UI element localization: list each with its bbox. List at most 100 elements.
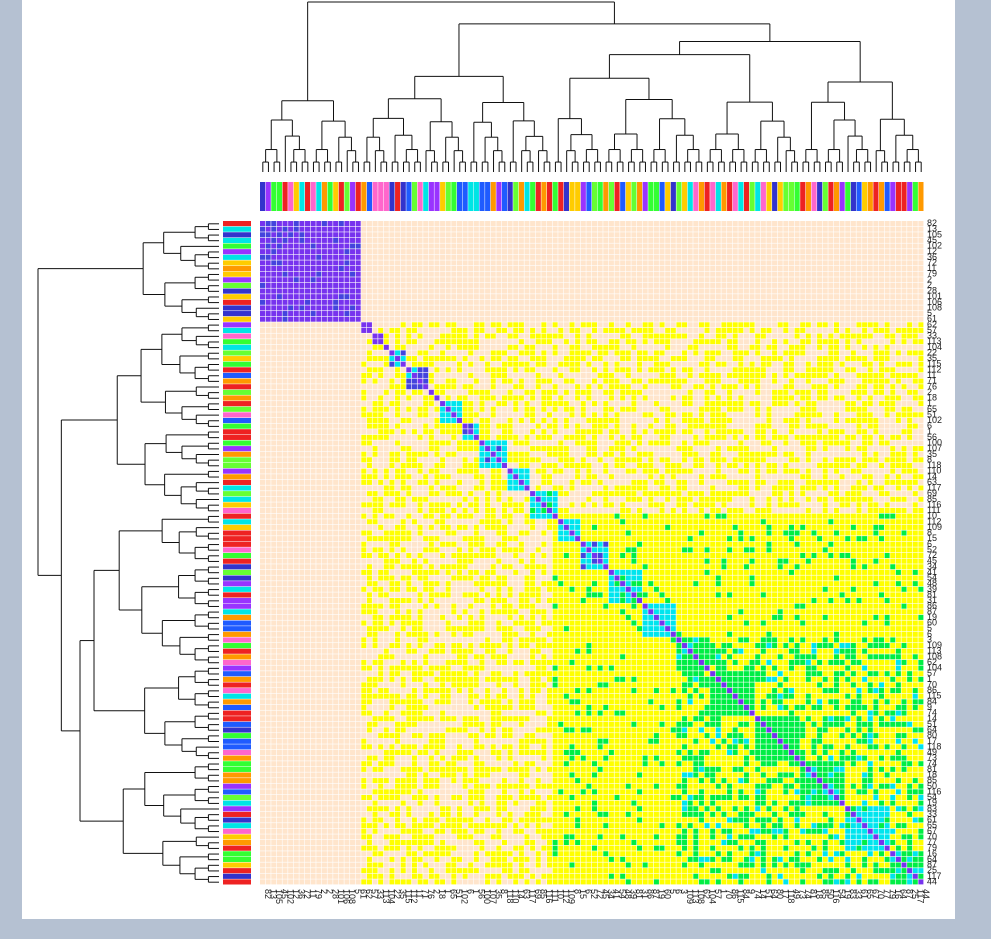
row-group-swatch bbox=[223, 806, 251, 811]
heatmap-cell bbox=[693, 328, 698, 333]
heatmap-cell bbox=[418, 305, 423, 310]
heatmap-cell bbox=[693, 249, 698, 254]
heatmap-cell bbox=[721, 238, 726, 243]
column-group-swatch bbox=[716, 182, 721, 211]
heatmap-cell bbox=[412, 277, 417, 282]
heatmap-cell bbox=[755, 373, 760, 378]
heatmap-cell bbox=[322, 339, 327, 344]
heatmap-cell bbox=[766, 232, 771, 237]
heatmap-cell bbox=[530, 384, 535, 389]
heatmap-cell bbox=[761, 345, 766, 350]
heatmap-cell bbox=[412, 311, 417, 316]
heatmap-cell bbox=[294, 277, 299, 282]
heatmap-cell bbox=[778, 311, 783, 316]
heatmap-cell bbox=[294, 373, 299, 378]
heatmap-cell bbox=[901, 362, 906, 367]
heatmap-cell bbox=[766, 249, 771, 254]
heatmap-cell bbox=[890, 294, 895, 299]
heatmap-cell bbox=[778, 328, 783, 333]
heatmap-cell bbox=[361, 221, 366, 226]
heatmap-cell bbox=[851, 294, 856, 299]
heatmap-cell bbox=[896, 317, 901, 322]
heatmap-cell bbox=[536, 289, 541, 294]
heatmap-cell bbox=[845, 311, 850, 316]
heatmap-cell bbox=[778, 345, 783, 350]
heatmap-cell bbox=[457, 255, 462, 260]
heatmap-cell bbox=[676, 384, 681, 389]
heatmap-cell bbox=[333, 272, 338, 277]
heatmap-cell bbox=[485, 362, 490, 367]
heatmap-cell bbox=[750, 244, 755, 249]
heatmap-cell bbox=[705, 356, 710, 361]
heatmap-cell bbox=[800, 244, 805, 249]
row-dendrogram bbox=[38, 224, 219, 882]
heatmap-cell bbox=[890, 362, 895, 367]
heatmap-cell bbox=[575, 379, 580, 384]
heatmap-cell bbox=[463, 260, 468, 265]
heatmap-cell bbox=[840, 232, 845, 237]
heatmap-cell bbox=[350, 345, 355, 350]
heatmap-cell bbox=[508, 283, 513, 288]
heatmap-cell bbox=[485, 249, 490, 254]
row-group-swatch bbox=[223, 829, 251, 834]
heatmap-cell bbox=[705, 294, 710, 299]
heatmap-cell bbox=[598, 356, 603, 361]
heatmap-cell bbox=[564, 300, 569, 305]
heatmap-cell bbox=[288, 328, 293, 333]
heatmap-cell bbox=[654, 339, 659, 344]
heatmap-cell bbox=[423, 334, 428, 339]
heatmap-cell bbox=[339, 283, 344, 288]
heatmap-cell bbox=[688, 322, 693, 327]
heatmap-cell bbox=[558, 350, 563, 355]
heatmap-cell bbox=[620, 221, 625, 226]
heatmap-cell bbox=[637, 272, 642, 277]
heatmap-cell bbox=[665, 260, 670, 265]
heatmap-cell bbox=[491, 379, 496, 384]
heatmap-cell bbox=[586, 255, 591, 260]
heatmap-cell bbox=[744, 227, 749, 232]
heatmap-cell bbox=[795, 244, 800, 249]
heatmap-cell bbox=[502, 339, 507, 344]
heatmap-cell bbox=[761, 362, 766, 367]
heatmap-cell bbox=[688, 289, 693, 294]
heatmap-cell bbox=[266, 339, 271, 344]
heatmap-cell bbox=[440, 283, 445, 288]
heatmap-cell bbox=[795, 339, 800, 344]
heatmap-cell bbox=[766, 356, 771, 361]
heatmap-cell bbox=[502, 289, 507, 294]
heatmap-cell bbox=[558, 367, 563, 372]
heatmap-cell bbox=[693, 227, 698, 232]
column-group-swatch bbox=[350, 182, 355, 211]
heatmap-cell bbox=[373, 356, 378, 361]
column-group-swatch bbox=[750, 182, 755, 211]
row-group-swatch bbox=[223, 469, 251, 474]
heatmap-cell bbox=[766, 244, 771, 249]
heatmap-cell bbox=[845, 289, 850, 294]
heatmap-cell bbox=[356, 373, 361, 378]
heatmap-cell bbox=[643, 356, 648, 361]
row-group-swatch bbox=[223, 435, 251, 440]
heatmap-cell bbox=[907, 328, 912, 333]
heatmap-cell bbox=[873, 232, 878, 237]
heatmap-cell bbox=[479, 255, 484, 260]
heatmap-cell bbox=[513, 289, 518, 294]
heatmap-cell bbox=[519, 322, 524, 327]
heatmap-cell bbox=[569, 311, 574, 316]
heatmap-cell bbox=[733, 244, 738, 249]
heatmap-cell bbox=[699, 260, 704, 265]
heatmap-cell bbox=[536, 328, 541, 333]
heatmap-cell bbox=[901, 227, 906, 232]
row-group-swatch bbox=[223, 407, 251, 412]
heatmap-cell bbox=[524, 367, 529, 372]
heatmap-cell bbox=[598, 283, 603, 288]
heatmap-cell bbox=[907, 305, 912, 310]
heatmap-cell bbox=[586, 311, 591, 316]
heatmap-cell bbox=[598, 221, 603, 226]
heatmap-cell bbox=[305, 300, 310, 305]
heatmap-cell bbox=[710, 255, 715, 260]
heatmap-cell bbox=[654, 334, 659, 339]
heatmap-cell bbox=[626, 266, 631, 271]
heatmap-cell bbox=[502, 362, 507, 367]
heatmap-cell bbox=[631, 328, 636, 333]
heatmap-cell bbox=[828, 379, 833, 384]
